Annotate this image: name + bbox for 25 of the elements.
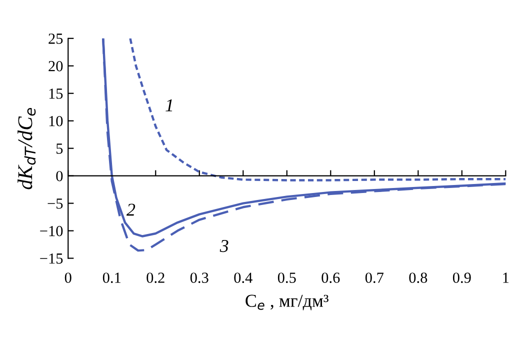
y-tick-label: 0 [56,170,63,182]
x-tick-label: 0.7 [365,272,384,283]
x-tick-label: 0.4 [234,272,252,283]
y-tick-label: 15 [49,88,63,99]
x-tick-label: 0.2 [146,272,164,283]
y-tick-label: −5 [48,198,63,209]
y-tick-label: 10 [49,116,63,126]
x-tick-label: 0.3 [190,272,208,283]
y-tick-label: 25 [48,34,63,44]
y-tick-label: −10 [40,226,63,236]
series-label: 1 [166,99,172,112]
x-axis-title: C$_{e}$ , мг/дм³ [246,294,328,310]
y-tick-label: 20 [48,61,63,72]
x-tick-label: 1 [503,272,509,283]
x-tick-label: 0.5 [278,272,296,283]
series-label: 2 [126,204,136,216]
series-label: 3 [220,240,228,252]
y-axis-title: dK$_{dT}$/dC$_{e}$ [18,108,36,190]
x-tick-label: 0.6 [322,272,340,283]
x-tick-label: 0.9 [452,272,471,283]
y-tick-label: −15 [40,253,63,264]
x-tick-label: 0.1 [102,272,121,283]
x-tick-label: 0.8 [409,272,428,283]
x-tick-label: 0 [64,272,72,283]
y-tick-label: 5 [56,144,63,154]
